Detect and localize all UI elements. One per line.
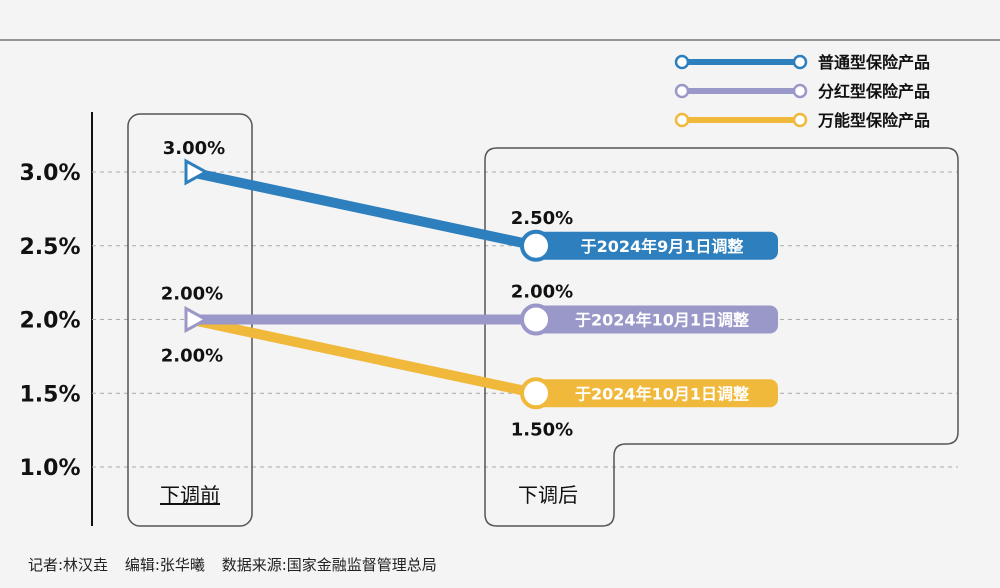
value-label: 2.00% — [511, 282, 573, 303]
y-tick-label: 1.0% — [19, 456, 80, 481]
end-marker — [520, 303, 552, 336]
legend-marker — [792, 83, 808, 99]
value-label: 2.00% — [161, 284, 223, 305]
end-marker — [520, 377, 552, 410]
y-tick-label: 1.5% — [19, 382, 80, 407]
credit-reporter: 记者:林汉垚 — [28, 556, 109, 574]
value-label: 2.00% — [161, 346, 223, 367]
y-ticks: 3.0% 2.5% 2.0% 1.5% 1.0% — [19, 161, 80, 481]
series-line — [188, 167, 538, 251]
start-marker — [184, 305, 210, 334]
value-label: 2.50% — [511, 208, 573, 229]
legend-label: 万能型保险产品 — [817, 111, 930, 130]
after-panel — [484, 147, 959, 527]
credit-editor: 编辑:张华曦 — [124, 556, 205, 574]
adjust-note-text: 于2024年10月1日调整 — [575, 384, 749, 403]
adjust-note-text: 于2024年9月1日调整 — [581, 237, 744, 256]
y-tick-label: 2.5% — [19, 235, 80, 260]
legend-label: 普通型保险产品 — [818, 53, 930, 72]
y-tick-label: 3.0% — [19, 161, 80, 186]
series-1: 于2024年10月1日调整 — [184, 303, 778, 336]
series-line — [188, 314, 538, 399]
legend-marker — [674, 54, 690, 70]
credit-source: 数据来源:国家金融监督管理总局 — [221, 556, 437, 574]
legend-label: 分红型保险产品 — [818, 82, 930, 101]
y-tick-label: 2.0% — [19, 309, 80, 334]
start-marker — [184, 158, 210, 186]
legend-marker — [792, 112, 808, 128]
value-label: 3.00% — [163, 138, 225, 159]
value-label: 1.50% — [511, 419, 573, 440]
category-label-before: 下调前 — [160, 483, 220, 507]
category-label-after: 下调后 — [518, 483, 578, 507]
adjust-note-text: 于2024年10月1日调整 — [575, 311, 749, 330]
adjust-note-pill — [536, 305, 778, 334]
adjust-note-pill — [536, 231, 778, 260]
series-0: 于2024年9月1日调整 — [184, 158, 778, 262]
credits: 记者:林汉垚 编辑:张华曦 数据来源:国家金融监督管理总局 — [28, 554, 449, 575]
end-marker — [520, 229, 552, 262]
legend-marker — [674, 112, 690, 128]
adjust-note-pill — [536, 379, 778, 408]
legend-marker — [792, 54, 808, 70]
legend-marker — [674, 83, 690, 99]
